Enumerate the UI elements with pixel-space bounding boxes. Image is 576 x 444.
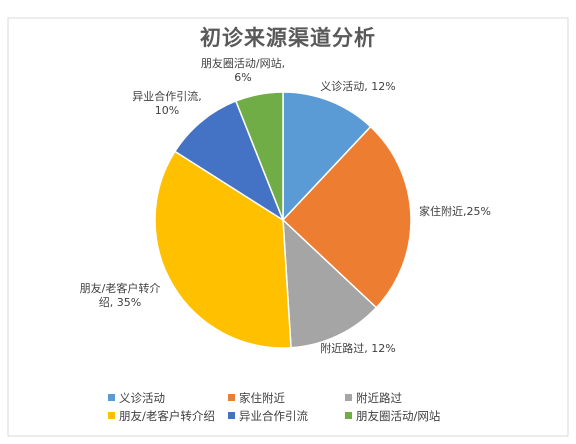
pie-slice-1 — [282, 91, 372, 222]
legend-swatch-1 — [108, 394, 115, 401]
data-label-1: 义诊活动, 12% — [320, 79, 395, 93]
legend-label-3: 附近路过 — [356, 391, 402, 405]
legend-swatch-3 — [345, 394, 352, 401]
data-label-3: 附近路过, 12% — [320, 341, 395, 355]
legend-label-4: 朋友/老客户转介绍 — [119, 409, 215, 423]
legend-swatch-2 — [228, 394, 235, 401]
pie-slice-5 — [173, 100, 285, 222]
pie-slice-6 — [234, 91, 284, 221]
data-label-2: 家住附近,25% — [419, 204, 491, 218]
pie-slice-4 — [154, 150, 292, 349]
legend-label-1: 义诊活动 — [119, 391, 165, 405]
data-label-5: 异业合作引流, 10% — [132, 89, 202, 117]
legend-label-5: 异业合作引流 — [239, 409, 308, 423]
chart-title: 初诊来源渠道分析 — [200, 25, 376, 50]
chart-border — [7, 17, 569, 437]
legend-label-6: 朋友圈活动/网站 — [356, 409, 441, 423]
data-labels: 义诊活动, 12% 家住附近,25% 附近路过, 12% 朋友/老客户转介绍, 35%… — [80, 56, 491, 355]
data-label-4: 朋友/老客户转介绍, 35% — [80, 281, 161, 309]
data-label-6: 朋友圈活动/网站, 6% — [201, 56, 285, 84]
legend-label-2: 家住附近 — [239, 391, 285, 405]
pie-slice-3 — [282, 218, 378, 349]
legend-swatch-6 — [345, 412, 352, 419]
pie-chart — [154, 91, 412, 349]
legend-swatch-4 — [108, 412, 115, 419]
legend-swatch-5 — [228, 412, 235, 419]
pie-slice-2 — [281, 125, 412, 309]
